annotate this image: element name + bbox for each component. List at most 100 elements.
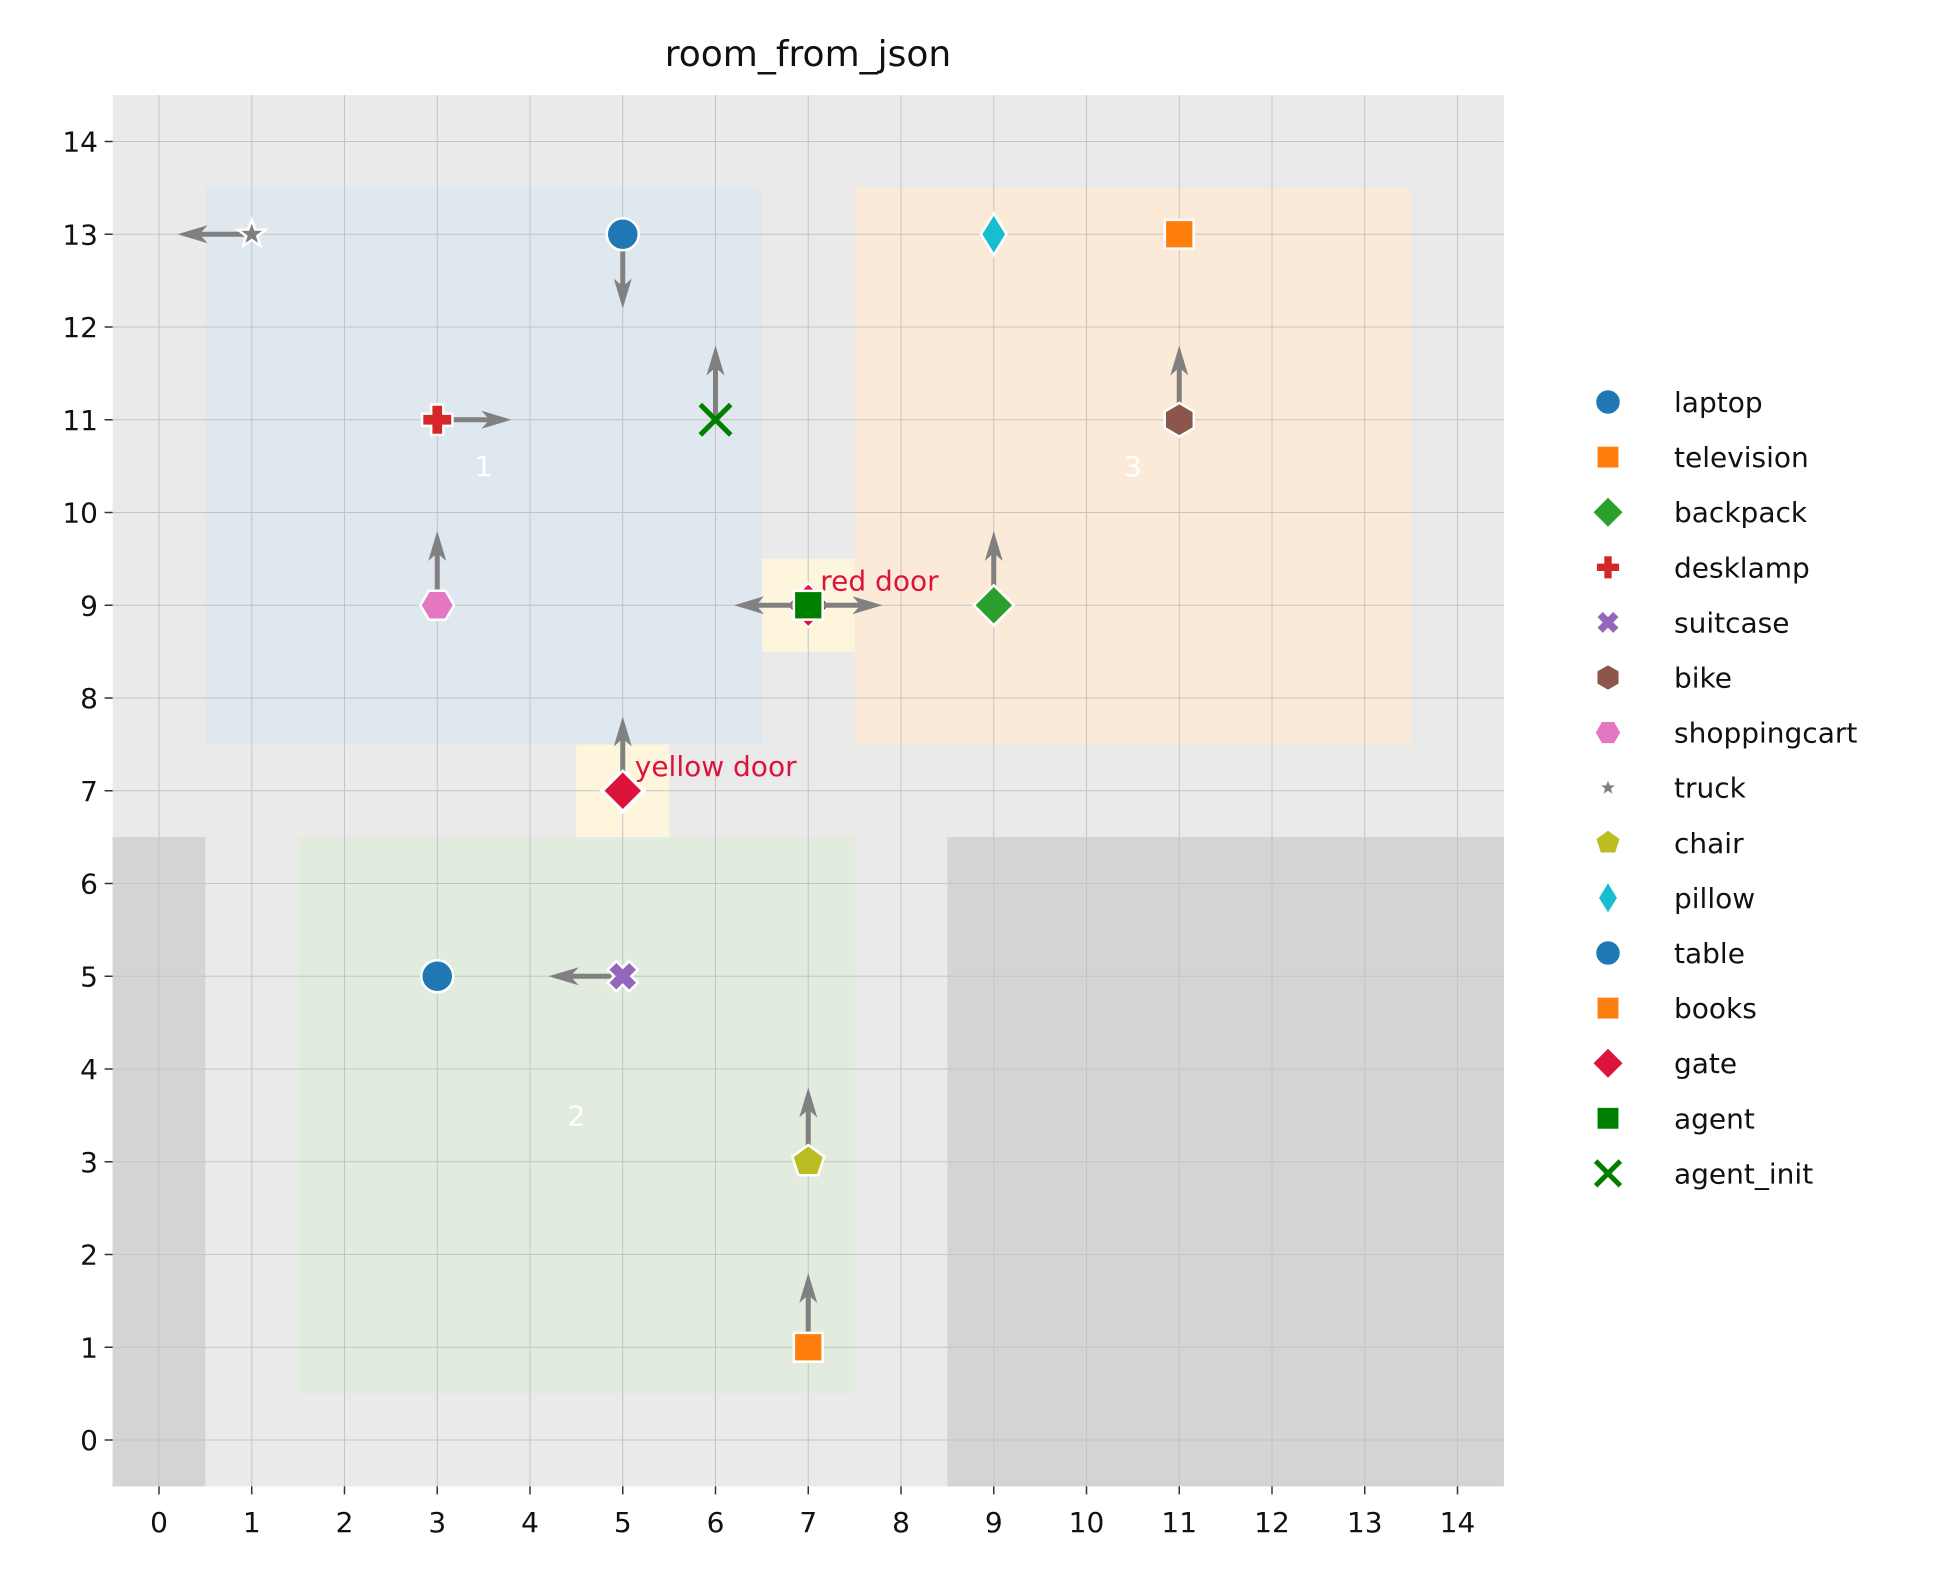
legend-label: shoppingcart	[1674, 717, 1857, 750]
y-tick-label: 6	[80, 868, 98, 901]
y-tick-label: 9	[80, 589, 98, 622]
legend-marker-truck	[1593, 772, 1623, 800]
facing-arrow-head	[706, 345, 725, 376]
x-tick-label: 4	[521, 1506, 539, 1539]
door-label: red door	[820, 564, 939, 597]
room-2	[298, 837, 855, 1394]
x-tick-label: 13	[1347, 1506, 1383, 1539]
legend-label: pillow	[1674, 882, 1755, 915]
facing-arrow-head	[613, 716, 632, 747]
plot-area: 0 1 2 3 4 5 6 7 8 9 10 11 12 13 1401234567891011121314…	[62, 95, 1504, 1539]
marker-books	[792, 1331, 824, 1363]
x-tick-label: 10	[1069, 1506, 1105, 1539]
marker-suitcase	[605, 959, 640, 994]
x-tick-label: 8	[892, 1506, 910, 1539]
x-tick-label: 11	[1161, 1506, 1197, 1539]
marker-backpack	[972, 583, 1016, 628]
x-tick-label: 9	[985, 1506, 1003, 1539]
legend-item: suitcase	[1594, 606, 1789, 639]
y-tick-label: 7	[80, 775, 98, 808]
room-label: 3	[1124, 450, 1142, 483]
legend: laptop television backpack desklamp suitcase…	[1590, 386, 1857, 1190]
facing-arrow-head	[1170, 345, 1189, 376]
y-tick-label: 4	[80, 1053, 98, 1086]
y-tick-label: 13	[62, 218, 98, 251]
y-tick-label: 14	[62, 126, 98, 159]
facing-arrow-head	[548, 967, 579, 986]
y-tick-label: 1	[80, 1331, 98, 1364]
legend-label: suitcase	[1674, 606, 1789, 639]
legend-marker-agent	[1595, 1105, 1621, 1132]
legend-item: bike	[1594, 662, 1732, 695]
marker-bike	[1163, 401, 1196, 439]
legend-marker-chair	[1593, 827, 1623, 856]
facing-arrow-head	[734, 596, 765, 615]
facing-arrow-head	[984, 531, 1003, 562]
y-tick-label: 11	[62, 404, 98, 437]
legend-marker-books	[1595, 995, 1621, 1022]
legend-marker-shoppingcart	[1592, 719, 1624, 746]
facing-arrow-head	[799, 1273, 818, 1304]
legend-label: backpack	[1674, 496, 1808, 529]
legend-item: backpack	[1590, 494, 1808, 531]
legend-item: chair	[1593, 827, 1744, 860]
legend-label: books	[1674, 992, 1757, 1025]
x-tick-label: 5	[614, 1506, 632, 1539]
marker-gate	[601, 769, 645, 813]
room-1	[205, 187, 762, 745]
legend-label: laptop	[1674, 386, 1763, 419]
chart-title: room_from_json	[665, 34, 952, 75]
y-tick-label: 10	[62, 497, 98, 530]
legend-marker-backpack	[1590, 494, 1627, 531]
marker-chair	[790, 1143, 826, 1177]
legend-label: television	[1674, 441, 1809, 474]
legend-item: truck	[1593, 772, 1747, 805]
legend-item: desklamp	[1594, 551, 1810, 584]
legend-item: pillow	[1596, 878, 1755, 918]
legend-marker-suitcase	[1594, 608, 1622, 637]
legend-marker-desklamp	[1594, 553, 1622, 581]
x-tick-label: 6	[707, 1506, 725, 1539]
marker-laptop	[605, 217, 640, 252]
x-tick-label: 1	[243, 1506, 261, 1539]
x-tick-label: 3	[428, 1506, 446, 1539]
door-label: yellow door	[635, 750, 797, 783]
marker-shoppingcart	[418, 589, 456, 622]
legend-marker-agent_init-shape	[1593, 1159, 1623, 1188]
facing-arrow-head	[428, 531, 447, 562]
facing-arrow-head	[613, 278, 632, 309]
legend-label: agent_init	[1674, 1157, 1813, 1190]
legend-label: gate	[1674, 1047, 1737, 1080]
x-tick-label: 2	[336, 1506, 354, 1539]
facing-arrow-head	[852, 596, 883, 615]
legend-marker-agent_init	[1593, 1159, 1623, 1188]
legend-marker-pillow	[1596, 878, 1620, 918]
legend-item: agent_init	[1593, 1157, 1813, 1190]
marker-suitcase-shape	[605, 959, 640, 994]
x-tick-label: 12	[1254, 1506, 1290, 1539]
y-tick-label: 12	[62, 311, 98, 344]
marker-desklamp	[420, 403, 454, 437]
marker-television	[1163, 218, 1195, 250]
x-tick-label: 14	[1440, 1506, 1476, 1539]
legend-label: desklamp	[1674, 551, 1810, 584]
y-tick-label: 0	[80, 1424, 98, 1457]
facing-arrow-head	[481, 410, 512, 429]
y-tick-label: 2	[80, 1239, 98, 1272]
legend-marker-bike	[1594, 662, 1622, 693]
marker-agent	[792, 589, 824, 621]
legend-marker-table	[1593, 938, 1623, 968]
x-tick-label: 7	[799, 1506, 817, 1539]
room-3	[854, 187, 1412, 745]
legend-item: agent	[1595, 1102, 1755, 1135]
legend-label: truck	[1674, 772, 1747, 805]
facing-arrow-head	[177, 225, 208, 244]
legend-label: agent	[1674, 1102, 1755, 1135]
legend-marker-television	[1595, 444, 1621, 471]
marker-agent_init-shape	[698, 402, 733, 437]
legend-marker-laptop	[1593, 387, 1623, 417]
room-label: 1	[475, 450, 493, 483]
legend-marker-gate	[1590, 1045, 1627, 1082]
legend-label: bike	[1674, 662, 1732, 695]
